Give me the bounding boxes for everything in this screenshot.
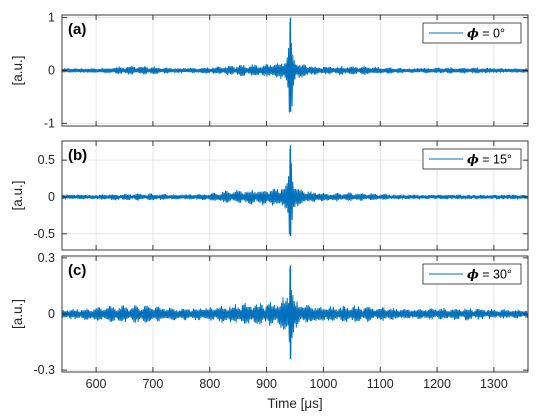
legend-box (422, 148, 522, 170)
y-axis-label: [a.u.] (10, 180, 25, 210)
y-tick-label: 0.3 (38, 251, 55, 265)
y-axis-label: [a.u.] (10, 55, 25, 85)
panel-a: -1 0 1 [a.u.] (a) ϕ = 0° (10, 11, 529, 130)
legend: ϕ = 15° (422, 148, 522, 170)
signal-trace (62, 149, 528, 237)
x-tick-label: 1200 (423, 377, 451, 391)
panel-label: (c) (68, 262, 86, 279)
legend-label: ϕ = 30° (467, 267, 512, 282)
legend-box (422, 263, 522, 285)
x-tick-label: 1100 (367, 377, 394, 391)
signal-trace (62, 21, 528, 113)
y-axis-label: [a.u.] (10, 299, 25, 329)
panel-c: -0.3 0 0.3 600 700 800 900 1000 1100 1200 1300 Time… (10, 251, 529, 411)
x-tick-label: 1000 (310, 377, 338, 391)
legend-label: ϕ = 15° (467, 152, 512, 167)
x-tick-label: 800 (199, 377, 220, 391)
y-tick-label: 0.5 (38, 153, 55, 167)
x-tick-label: 600 (86, 377, 107, 391)
y-tick-label: -1 (44, 116, 55, 130)
legend-label: ϕ = 0° (467, 26, 505, 41)
legend-value: = 30° (479, 268, 512, 282)
y-tick-label: 0 (48, 64, 55, 78)
x-axis-label: Time [μs] (267, 396, 322, 411)
x-tick-label: 1300 (480, 377, 508, 391)
y-tick-label: 1 (48, 11, 55, 25)
legend-symbol: ϕ (467, 26, 479, 41)
panel-label: (b) (68, 147, 87, 164)
panel-label: (a) (68, 21, 86, 38)
axes-frame (61, 140, 529, 251)
x-tick-label: 900 (256, 377, 277, 391)
panel-b: -0.5 0 0.5 [a.u.] (b) ϕ = 15° (10, 140, 529, 251)
legend-symbol: ϕ (467, 267, 479, 282)
legend-symbol: ϕ (467, 152, 479, 167)
signal-trace (62, 267, 528, 359)
y-tick-label: -0.5 (33, 227, 55, 241)
x-tick-label: 700 (142, 377, 163, 391)
legend: ϕ = 30° (422, 263, 522, 285)
legend-value: = 0° (479, 27, 505, 41)
legend-box (422, 22, 522, 44)
y-tick-label: 0 (48, 190, 55, 204)
y-tick-label: 0 (48, 307, 55, 321)
y-tick-label: -0.3 (33, 363, 55, 377)
legend: ϕ = 0° (422, 22, 522, 44)
legend-value: = 15° (479, 153, 512, 167)
